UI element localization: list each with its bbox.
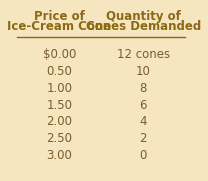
Text: 0.50: 0.50: [46, 65, 72, 78]
Text: Ice-Cream Cone: Ice-Cream Cone: [7, 20, 111, 33]
Text: Price of: Price of: [34, 10, 85, 23]
Text: 0: 0: [140, 149, 147, 162]
Text: 8: 8: [140, 82, 147, 95]
Text: 10: 10: [136, 65, 151, 78]
Text: 6: 6: [140, 98, 147, 111]
Text: 1.50: 1.50: [46, 98, 72, 111]
Text: 2.50: 2.50: [46, 132, 72, 145]
Text: 12 cones: 12 cones: [117, 48, 170, 61]
Text: $0.00: $0.00: [43, 48, 76, 61]
Text: 3.00: 3.00: [46, 149, 72, 162]
Text: Quantity of: Quantity of: [106, 10, 181, 23]
Text: 1.00: 1.00: [46, 82, 72, 95]
Text: 2.00: 2.00: [46, 115, 72, 129]
Text: 4: 4: [140, 115, 147, 129]
Text: Cones Demanded: Cones Demanded: [86, 20, 201, 33]
Text: 2: 2: [140, 132, 147, 145]
